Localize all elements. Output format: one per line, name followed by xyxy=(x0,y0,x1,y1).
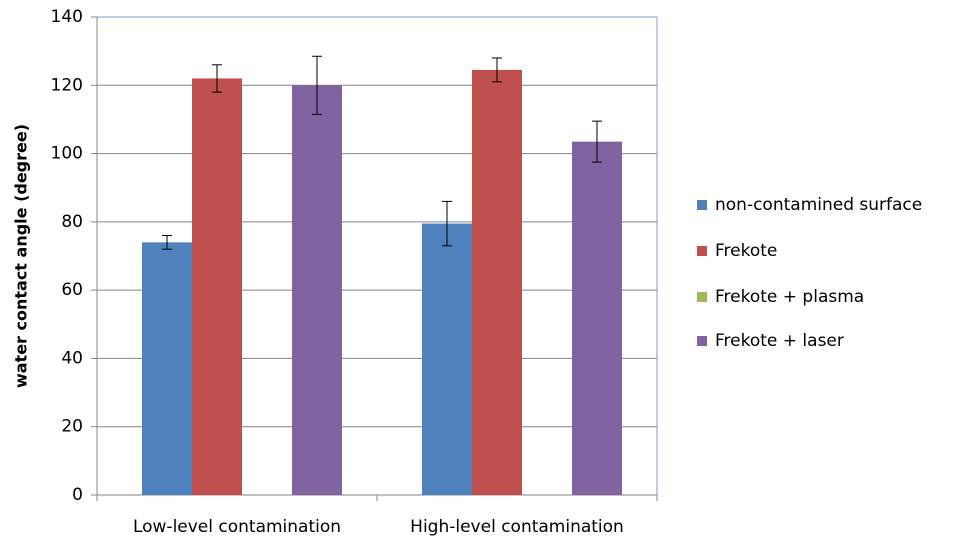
error-bar xyxy=(312,55,322,115)
legend-swatch xyxy=(697,292,707,302)
bar xyxy=(192,78,242,495)
x-tick-label: Low-level contamination xyxy=(133,517,341,537)
error-bar xyxy=(162,235,172,250)
legend-label: Frekote xyxy=(715,241,777,261)
y-tick-label: 100 xyxy=(51,144,83,164)
bar xyxy=(292,85,342,496)
y-axis-label: water contact angle (degree) xyxy=(12,124,31,388)
error-bar xyxy=(492,57,502,83)
bar xyxy=(472,69,522,496)
legend-swatch xyxy=(697,246,707,256)
error-bar xyxy=(592,120,602,163)
bar xyxy=(572,141,622,495)
y-tick-label: 0 xyxy=(72,485,83,505)
x-tick-label: High-level contamination xyxy=(410,517,624,537)
legend-swatch xyxy=(697,200,707,210)
y-tick-label: 40 xyxy=(61,348,83,368)
error-bar xyxy=(442,200,452,247)
legend-label: non-contamined surface xyxy=(715,195,922,215)
y-tick-label: 80 xyxy=(61,212,83,232)
bar xyxy=(142,242,192,495)
y-tick-label: 140 xyxy=(51,7,83,27)
y-tick-label: 20 xyxy=(61,417,83,437)
y-tick-label: 120 xyxy=(51,75,83,95)
y-tick-label: 60 xyxy=(61,280,83,300)
legend-label: Frekote + laser xyxy=(715,331,844,351)
error-bar xyxy=(212,64,222,93)
legend-swatch xyxy=(697,336,707,346)
bar xyxy=(422,223,472,496)
legend-label: Frekote + plasma xyxy=(715,287,864,307)
